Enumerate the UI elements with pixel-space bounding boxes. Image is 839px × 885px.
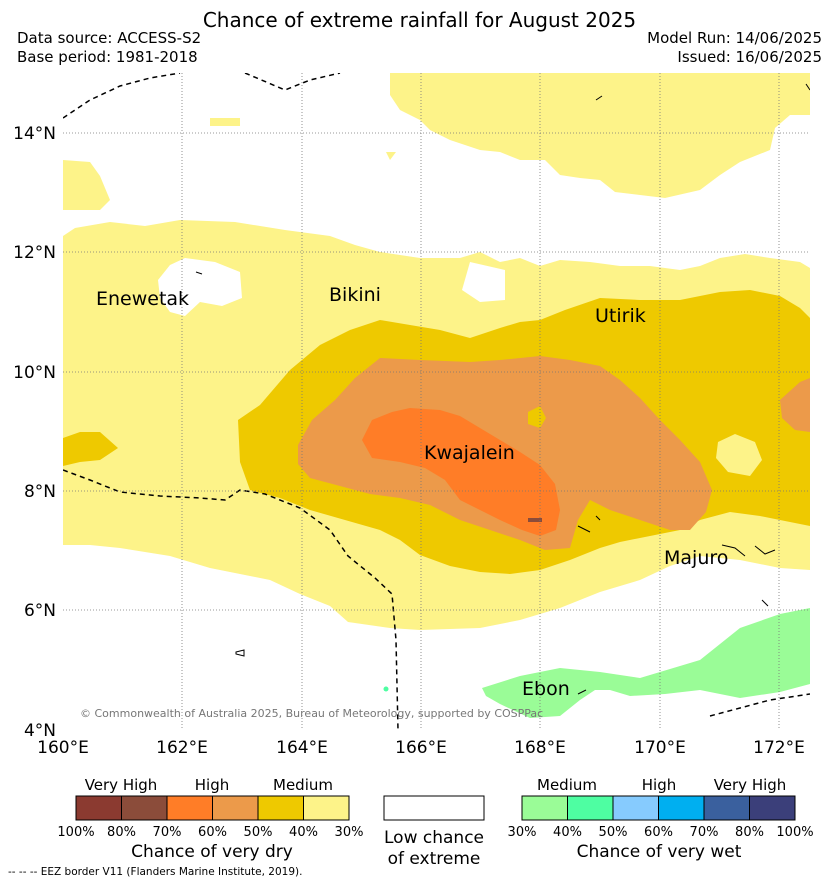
dry-colorbar-title: Chance of very dry (131, 842, 293, 862)
lon-axis: 160°E 162°E 164°E 166°E 168°E 170°E 172°… (37, 738, 805, 758)
inner-patch (528, 406, 546, 428)
low-chance-swatch (383, 795, 485, 821)
map-area: Enewetak Bikini Utirik Kwajalein Majuro … (63, 73, 810, 730)
label-bikini: Bikini (329, 284, 381, 306)
lon-label: 162°E (156, 738, 208, 758)
wet-colorbar: Medium High Very High 30% 40% 50% 60% 70% 80%… (508, 776, 814, 862)
green-speck (383, 686, 389, 692)
eez-borders (63, 73, 810, 730)
dry-colorbar-tick: 40% (289, 825, 318, 840)
low-chance-holes (158, 258, 505, 316)
lat-label: 10°N (13, 363, 56, 383)
lon-label: 170°E (634, 738, 686, 758)
dry-colorbar-swatch (121, 795, 168, 821)
wet-colorbar-swatch (521, 795, 568, 821)
low-chance-title-2: of extreme (388, 849, 481, 869)
eez-footnote: -- -- -- EEZ border V11 (Flanders Marine… (8, 866, 303, 878)
lon-label: 166°E (395, 738, 447, 758)
wet-level-label: Medium (537, 776, 597, 794)
wet-level-label: High (642, 776, 676, 794)
dry-level-label: Medium (273, 776, 333, 794)
dry-colorbar-swatch (212, 795, 259, 821)
wet-colorbar-swatch (612, 795, 659, 821)
label-enewetak: Enewetak (96, 288, 189, 310)
label-kwajalein: Kwajalein (424, 442, 515, 464)
meta-right: Model Run: 14/06/2025 Issued: 16/06/2025 (647, 29, 822, 67)
dry-colorbar-swatch (166, 795, 213, 821)
dry-colorbar-tick: 30% (335, 825, 364, 840)
inner-patch-2 (716, 434, 762, 476)
dry-level-label: Very High (85, 776, 158, 794)
lon-label: 168°E (514, 738, 566, 758)
dry-colorbar-tick: 60% (198, 825, 227, 840)
islands (195, 83, 810, 695)
meta-left: Data source: ACCESS-S2 Base period: 1981… (17, 29, 201, 67)
base-period: Base period: 1981-2018 (17, 48, 198, 66)
label-majuro: Majuro (664, 547, 728, 569)
data-source: Data source: ACCESS-S2 (17, 29, 202, 47)
dry-level-label: High (195, 776, 229, 794)
wet-colorbar-swatch (703, 795, 750, 821)
lat-label: 12°N (13, 243, 56, 263)
dry-colorbar-swatch (303, 795, 350, 821)
dry-colorbar-swatch (257, 795, 304, 821)
lat-label: 4°N (24, 721, 56, 741)
dry-high-zone (362, 408, 560, 536)
wet-colorbar-tick: 30% (508, 825, 537, 840)
wet-colorbar-swatch (658, 795, 705, 821)
label-ebon: Ebon (522, 678, 570, 700)
dry-colorbar-tick: 70% (153, 825, 182, 840)
label-utirik: Utirik (595, 305, 646, 327)
issued-date: Issued: 16/06/2025 (677, 48, 822, 66)
wet-colorbar-tick: 60% (644, 825, 673, 840)
wet-colorbar-tick: 80% (735, 825, 764, 840)
lon-label: 160°E (37, 738, 89, 758)
lat-label: 6°N (24, 601, 56, 621)
low-chance-title-1: Low chance (384, 828, 484, 848)
wet-colorbar-swatch (567, 795, 614, 821)
lat-label: 14°N (13, 124, 56, 144)
model-run: Model Run: 14/06/2025 (647, 29, 822, 47)
lon-label: 164°E (276, 738, 328, 758)
kwajalein-atoll-mark (528, 518, 542, 522)
wet-colorbar-tick: 50% (599, 825, 628, 840)
dry-colorbar-swatch (75, 795, 122, 821)
wet-level-label: Very High (714, 776, 787, 794)
dry-colorbar-tick: 80% (107, 825, 136, 840)
lon-label: 172°E (753, 738, 805, 758)
wet-colorbar-swatch (749, 795, 796, 821)
copyright: © Commonwealth of Australia 2025, Bureau… (80, 707, 543, 720)
map-title: Chance of extreme rainfall for August 20… (202, 8, 637, 32)
low-chance-legend: Low chance of extreme (383, 795, 485, 869)
dry-colorbar: Very High High Medium 100% 80% 70% 60% 50% 40… (57, 776, 363, 862)
wet-colorbar-title: Chance of very wet (577, 842, 742, 862)
dry-colorbar-tick: 100% (57, 825, 94, 840)
wet-colorbar-tick: 100% (776, 825, 813, 840)
wet-medium-zone (482, 608, 810, 718)
dry-colorbar-tick: 50% (244, 825, 273, 840)
lat-axis: 14°N 12°N 10°N 8°N 6°N 4°N (13, 124, 56, 741)
wet-colorbar-tick: 70% (690, 825, 719, 840)
lat-label: 8°N (24, 482, 56, 502)
wet-colorbar-tick: 40% (553, 825, 582, 840)
